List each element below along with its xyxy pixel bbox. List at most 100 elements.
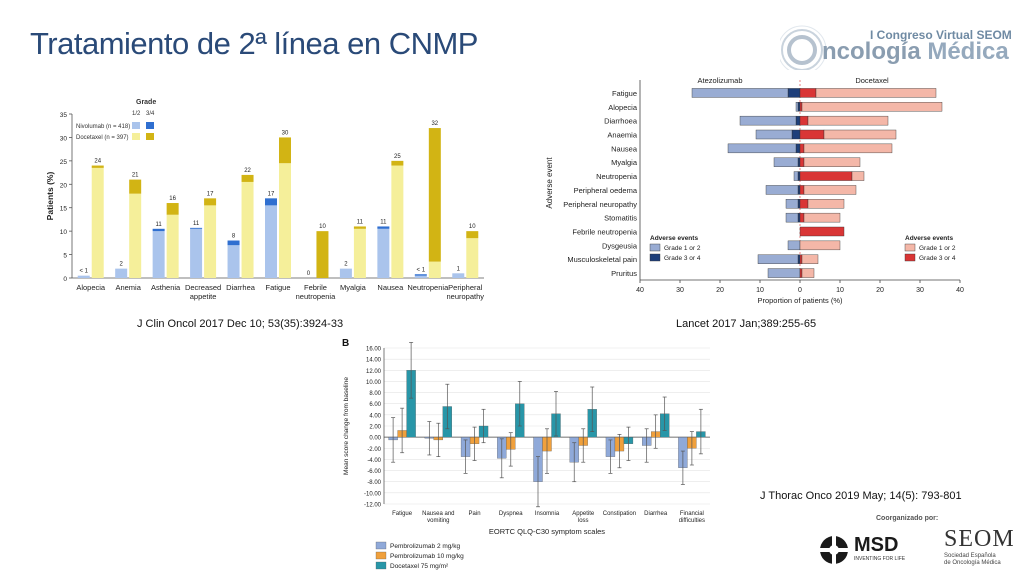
bar-grade-1-2: [466, 238, 479, 278]
bar-data-label: 30: [282, 130, 289, 136]
legend-col-label: 1/2: [132, 111, 141, 117]
bar-grade-1-2: [241, 181, 254, 278]
bar-grade-3-4: [241, 174, 254, 182]
sponsors-block: Coorganizado por: MSD INVENTING FOR LIFE…: [818, 512, 1018, 572]
atezolizumab-grade-1-2-bar: [785, 199, 799, 209]
y-category-label: Myalgia: [611, 158, 638, 167]
panel-label: B: [342, 338, 349, 349]
legend-swatch: [146, 133, 154, 140]
docetaxel-grade-1-2-bar: [823, 129, 897, 140]
bar-data-label: 0: [307, 271, 311, 277]
bar-grade-1-2: [353, 228, 366, 278]
docetaxel-grade-1-2-bar: [801, 254, 819, 264]
legend-swatch: [146, 122, 154, 129]
bar-data-label: 2: [344, 262, 348, 268]
legend-entry: Grade 1 or 2: [664, 245, 701, 252]
atezolizumab-grade-3-4-bar: [797, 254, 801, 264]
legend-entry: Nivolumab (n = 418): [76, 124, 130, 130]
y-category-label: Pruritus: [611, 269, 637, 278]
bar-data-label: 2: [120, 262, 124, 268]
x-category-label: Nausea and: [422, 511, 454, 517]
y-axis-title: Mean score change from baseline: [343, 377, 350, 475]
atezolizumab-grade-1-2-bar: [793, 171, 799, 181]
bar-data-label: < 1: [417, 267, 426, 273]
x-category-label: Financial: [680, 511, 704, 517]
y-axis-title: Adverse event: [545, 157, 554, 209]
atezolizumab-grade-3-4-bar: [797, 171, 801, 181]
bar-data-label: 11: [357, 219, 364, 225]
atezolizumab-grade-3-4-bar: [795, 115, 801, 126]
y-tick-label: 20: [60, 182, 68, 189]
x-category-label: Pain: [469, 511, 481, 517]
x-tick-label: 40: [956, 287, 964, 294]
x-category-label: Fatigue: [265, 283, 290, 292]
bar-grade-1-2: [265, 205, 277, 278]
docetaxel-grade-3-4-bar: [799, 254, 803, 264]
bar-grade-1-2: [414, 275, 427, 278]
x-tick-label: 40: [636, 287, 644, 294]
docetaxel-grade-3-4-bar: [799, 102, 803, 112]
docetaxel-grade-1-2-bar: [815, 88, 937, 98]
congress-title-word1: ncología: [822, 38, 921, 65]
x-category-label: Peripheral: [448, 283, 483, 292]
docetaxel-grade-3-4-bar: [799, 212, 805, 223]
seom-name: SEOM: [944, 526, 1015, 552]
y-tick-label: -4.00: [367, 458, 381, 464]
y-tick-label: -2.00: [367, 447, 381, 453]
y-tick-label: 0: [63, 276, 67, 283]
docetaxel-grade-3-4-bar: [799, 268, 803, 278]
bar-grade-3-4: [414, 274, 427, 276]
x-category-label: Dyspnea: [499, 511, 523, 517]
atezolizumab-grade-1-2-bar: [767, 268, 801, 278]
legend-swatch: [649, 243, 661, 252]
y-category-label: Anaemia: [607, 131, 637, 140]
x-category-label: Diarrhea: [226, 283, 256, 292]
y-category-label: Dysgeusia: [602, 241, 638, 250]
bar-grade-3-4: [190, 227, 203, 229]
msd-logo: MSD INVENTING FOR LIFE: [818, 532, 928, 572]
atezolizumab-grade-3-4-bar: [797, 212, 801, 223]
docetaxel-grade-3-4-bar: [799, 115, 809, 126]
atezolizumab-grade-3-4-bar: [797, 185, 801, 195]
y-tick-label: -12.00: [364, 503, 382, 509]
bar-grade-3-4: [391, 160, 404, 166]
x-category-label: Alopecia: [76, 283, 106, 292]
bar-grade-1-2: [279, 163, 291, 278]
atezolizumab-grade-1-2-bar: [795, 102, 799, 112]
legend-title: Grade: [136, 99, 156, 106]
docetaxel-grade-1-2-bar: [803, 212, 841, 223]
bar-grade-1-2: [428, 261, 441, 278]
docetaxel-grade-3-4-bar: [799, 129, 825, 140]
bar-data-label: 8: [232, 234, 236, 240]
legend-swatch: [904, 243, 916, 252]
y-category-label: Diarrhoea: [604, 117, 638, 126]
seom-logo: SEOM Sociedad Española de Oncología Médi…: [944, 526, 1015, 567]
atezolizumab-grade-1-2-bar: [785, 212, 799, 223]
docetaxel-grade-3-4-bar: [799, 157, 805, 167]
atezolizumab-grade-3-4-bar: [797, 157, 801, 167]
legend-swatch: [904, 253, 916, 262]
docetaxel-grade-1-2-bar: [801, 102, 943, 112]
y-category-label: Febrile neutropenia: [572, 228, 637, 237]
bar-data-label: < 1: [79, 269, 88, 275]
atezolizumab-grade-1-2-bar: [727, 143, 797, 154]
bar-grade-3-4: [466, 231, 479, 239]
legend-entry: Pembrolizumab 10 mg/kg: [390, 553, 464, 560]
bar-data-label: 11: [380, 219, 387, 225]
bar-data-label: 11: [193, 221, 200, 227]
bar-grade-1-2: [115, 268, 128, 278]
atezolizumab-grade-1-2-bar: [755, 129, 793, 140]
bar-data-label: 21: [132, 173, 139, 179]
legend-entry: Grade 3 or 4: [919, 255, 956, 262]
bar-grade-3-4: [166, 203, 179, 215]
bar-grade-3-4: [353, 226, 366, 229]
bar-data-label: 10: [319, 224, 326, 230]
y-tick-label: 25: [60, 159, 68, 166]
docetaxel-grade-1-2-bar: [803, 157, 861, 167]
y-category-label: Musculoskeletal pain: [567, 255, 637, 264]
y-tick-label: 5: [63, 253, 67, 260]
y-tick-label: 2.00: [369, 425, 381, 431]
congress-name: I Congreso Virtual SEOM: [870, 28, 1012, 42]
legend-swatch: [132, 133, 140, 140]
